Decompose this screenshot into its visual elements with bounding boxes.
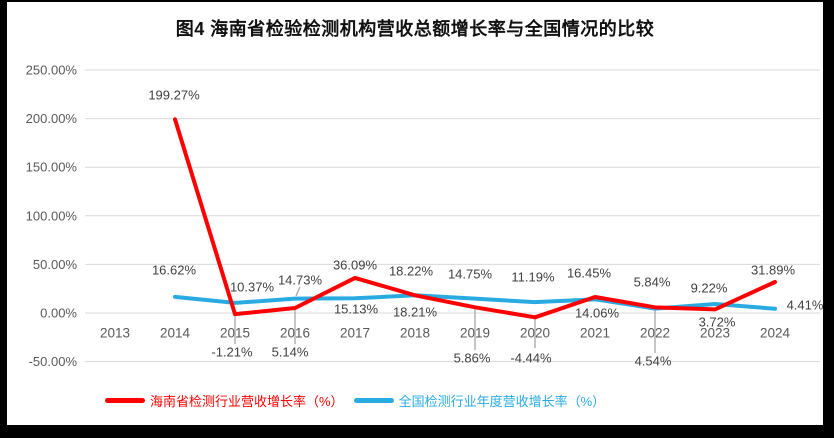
legend-item-hainan: 海南省检测行业营收增长率（%） [105,391,344,410]
y-axis-tick-label: 100.00% [26,208,78,223]
line-chart: 250.00% 200.00% 150.00% 100.00% 50.00% 0.00% -… [26,63,823,370]
legend-label-national: 全国检测行业年度营收增长率（%） [398,394,606,409]
data-label-national: 14.75% [448,267,493,282]
data-label-hainan: 3.72% [699,315,736,330]
chart-title: 图4 海南省检验检测机构营收总额增长率与全国情况的比较 [175,19,655,39]
data-label-national: 16.62% [152,263,197,278]
data-label-hainan: 16.45% [567,266,612,281]
data-label-national: 9.22% [691,281,728,296]
y-axis-tick-label: 250.00% [26,63,78,78]
y-axis-tick-label: 50.00% [33,257,78,272]
hainan-line-swatch [105,398,145,403]
label-leader-line [295,286,301,297]
data-label-hainan: 199.27% [148,88,200,103]
national-line-swatch [353,398,394,403]
data-label-hainan: 36.09% [333,258,378,273]
y-axis-tick-label: 200.00% [26,111,78,126]
legend-item-national: 全国检测行业年度营收增长率（%） [353,391,606,410]
legend-label-hainan: 海南省检测行业营收增长率（%） [150,394,344,409]
data-label-hainan: -1.21% [211,345,253,360]
x-axis-tick-label: 2018 [400,326,430,341]
x-axis-tick-label: 2017 [340,326,370,341]
x-axis-tick-label: 2013 [100,326,130,341]
chart-legend: 海南省检测行业营收增长率（%） 全国检测行业年度营收增长率（%） [105,391,605,410]
data-label-national: 15.13% [334,302,379,317]
series-line-hainan [173,117,777,320]
x-axis-tick-label: 2014 [160,326,191,341]
data-label-national: 11.19% [511,270,555,285]
data-label-national: 4.54% [635,354,672,369]
x-axis-tick-label: 2021 [580,326,610,341]
data-label-hainan: 5.86% [454,351,491,366]
y-axis-tick-label: 0.00% [40,306,77,321]
chart-canvas: 图4 海南省检验检测机构营收总额增长率与全国情况的比较 250.00% 200.0… [7,2,823,425]
data-label-national: 10.37% [230,280,275,295]
data-label-national: 4.41% [787,298,823,313]
data-label-hainan: 5.84% [634,275,671,290]
data-label-hainan: 18.22% [389,264,434,279]
y-axis-tick-label: -50.00% [29,354,78,369]
data-label-hainan: -4.44% [510,351,552,366]
y-axis-tick-label: 150.00% [26,160,78,175]
data-label-national: 14.73% [278,273,323,288]
data-label-hainan: 5.14% [272,345,309,360]
data-label-national: 18.21% [393,305,438,320]
data-label-hainan: 31.89% [751,263,796,278]
x-axis-tick-label: 2023 [700,326,730,341]
data-label-national: 14.06% [575,306,620,321]
x-axis-tick-label: 2024 [760,326,791,341]
